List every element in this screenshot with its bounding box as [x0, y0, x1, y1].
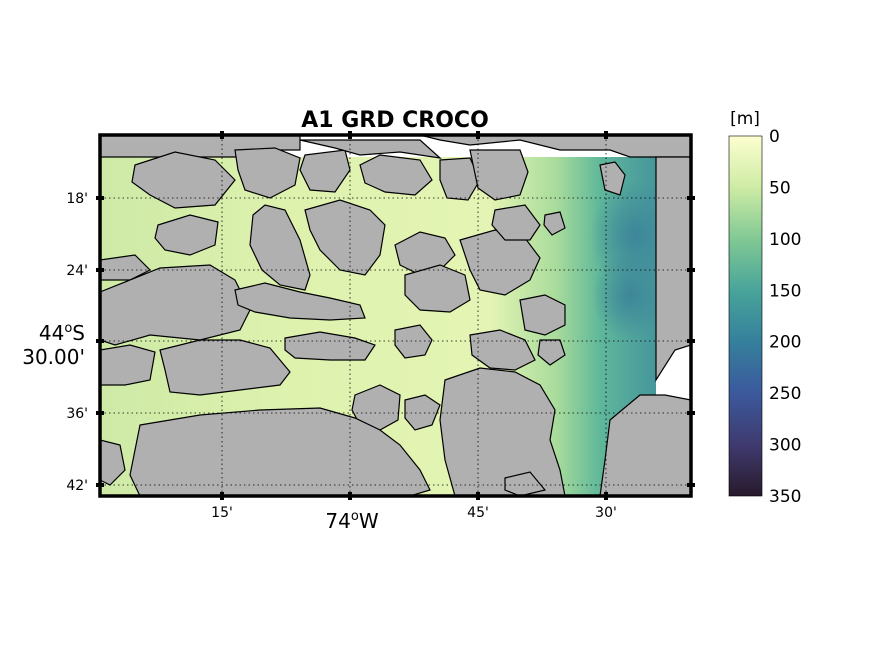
x-tick-label-45: 45' [467, 505, 489, 521]
chart-title: A1 GRD CROCO [301, 108, 489, 133]
x-tick-marks [220, 131, 608, 500]
y-tick-label-24: 24' [66, 263, 88, 279]
colorbar-unit-label: [m] [730, 109, 760, 129]
colorbar-tick-label: 100 [769, 230, 801, 250]
land-masses [100, 135, 691, 496]
x-tick-label-30: 30' [595, 505, 617, 521]
x-tick-label-74w: 74oW [325, 509, 378, 533]
y-tick-label-18: 18' [66, 191, 88, 207]
colorbar-tick-label: 50 [769, 178, 791, 198]
y-tick-label-44s: 44oS [39, 321, 85, 345]
x-tick-label-15: 15' [211, 505, 233, 521]
grid-lines [100, 135, 691, 496]
y-tick-marks [96, 196, 695, 487]
axes-frame [98, 133, 693, 498]
y-tick-label-36: 36' [66, 406, 88, 422]
colorbar-tick-label: 300 [769, 436, 801, 456]
colorbar-ticks: 0 50 100 150 200 250 300 350 [769, 127, 801, 507]
colorbar-tick-label: 350 [769, 487, 801, 507]
colorbar-tick-label: 200 [769, 333, 801, 353]
y-tick-label-42: 42' [66, 478, 88, 494]
colorbar [728, 135, 763, 497]
colorbar-tick-label: 0 [769, 127, 780, 147]
deep-basin-south [592, 250, 668, 340]
colorbar-tick-label: 150 [769, 281, 801, 301]
y-tick-label-30-00: 30.00' [22, 345, 85, 369]
colorbar-tick-label: 250 [769, 384, 801, 404]
map-area [100, 135, 691, 496]
